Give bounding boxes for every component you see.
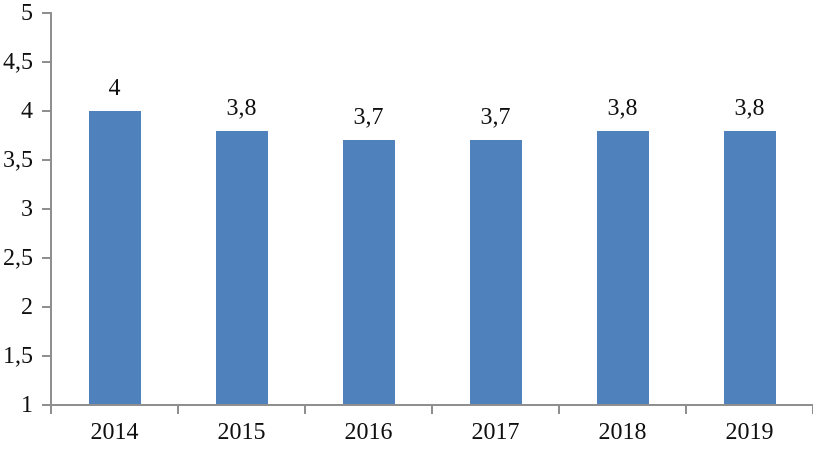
y-axis-label: 1 [21, 392, 33, 418]
x-axis-label: 2017 [471, 419, 520, 445]
y-axis-label: 2 [21, 294, 33, 320]
bar-value-label: 3,8 [607, 94, 638, 121]
y-axis-tick [42, 208, 50, 210]
y-axis-tick [42, 61, 50, 63]
x-axis-line [50, 404, 813, 406]
bar [215, 130, 268, 404]
bar [596, 130, 649, 404]
y-axis-label: 5 [21, 0, 33, 26]
bar-value-label: 3,8 [734, 94, 765, 121]
x-axis-label: 2014 [90, 419, 139, 445]
bar-value-label: 3,7 [353, 104, 384, 131]
x-axis-tick [431, 406, 433, 414]
x-axis-label: 2019 [725, 419, 774, 445]
bar-value-label: 3,8 [226, 94, 257, 121]
y-axis-tick [42, 110, 50, 112]
x-axis-tick [685, 406, 687, 414]
x-axis-label: 2018 [598, 419, 647, 445]
bar [342, 140, 395, 404]
y-axis-tick [42, 355, 50, 357]
bar [469, 140, 522, 404]
bar-value-label: 4 [108, 75, 121, 101]
y-axis-label: 1,5 [3, 343, 33, 369]
x-axis-label: 2016 [344, 419, 393, 445]
bar [88, 111, 141, 404]
y-axis-tick [42, 159, 50, 161]
y-axis-label: 2,5 [3, 245, 33, 271]
y-axis-tick [42, 306, 50, 308]
x-axis-tick [177, 406, 179, 414]
y-axis-label: 4 [21, 98, 33, 124]
bar-value-label: 3,7 [480, 104, 511, 131]
y-axis-tick [42, 257, 50, 259]
y-axis-line [50, 12, 52, 414]
bar [723, 130, 776, 404]
x-axis-tick [50, 406, 52, 414]
x-axis-label: 2015 [217, 419, 266, 445]
y-axis-tick [42, 404, 50, 406]
x-axis-tick [304, 406, 306, 414]
y-axis-label: 3 [21, 196, 33, 222]
x-axis-tick [558, 406, 560, 414]
y-axis-tick [42, 12, 50, 14]
y-axis-label: 3,5 [3, 147, 33, 173]
y-axis-label: 4,5 [3, 49, 33, 75]
